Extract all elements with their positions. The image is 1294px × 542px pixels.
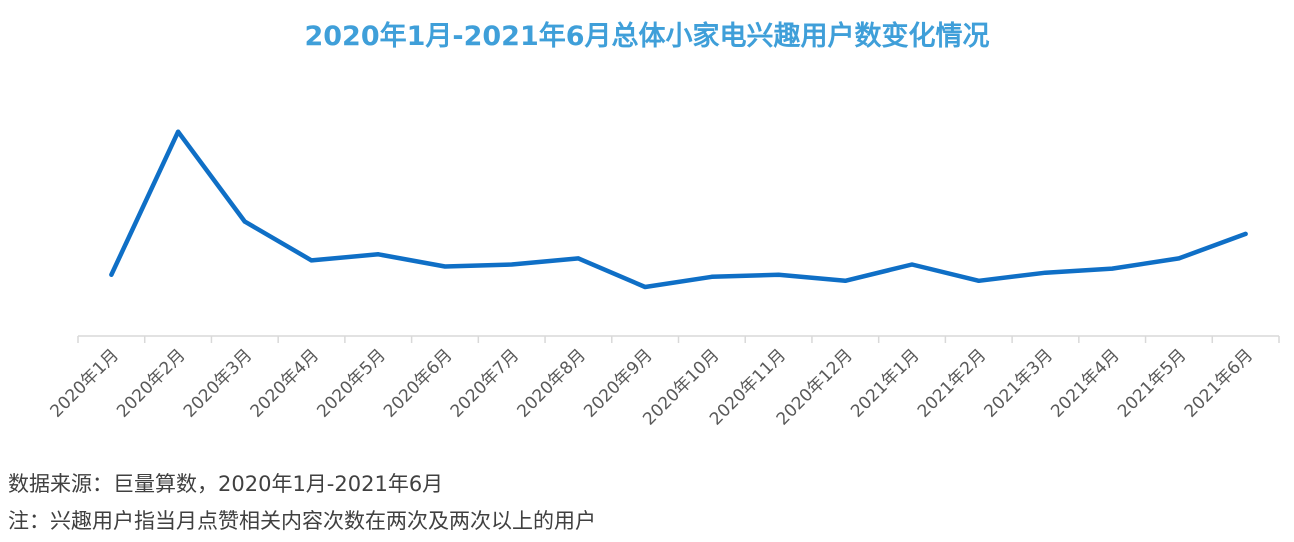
x-tick-label: 2020年2月 <box>113 345 189 421</box>
data-point <box>109 272 114 277</box>
data-source-note: 数据来源：巨量算数，2020年1月-2021年6月 <box>8 472 444 496</box>
data-point <box>309 258 314 263</box>
data-point <box>1043 270 1048 275</box>
chart-title: 2020年1月-2021年6月总体小家电兴趣用户数变化情况 <box>304 21 990 52</box>
series-line-0 <box>109 129 1248 290</box>
data-point <box>1110 266 1115 271</box>
x-axis <box>77 335 1280 343</box>
x-tick-label: 2020年6月 <box>380 345 456 421</box>
data-point <box>509 262 514 267</box>
x-tick-labels: 2020年1月2020年2月2020年3月2020年4月2020年5月2020年… <box>46 345 1257 429</box>
x-tick-label: 2020年4月 <box>247 345 323 421</box>
data-point <box>643 284 648 289</box>
data-point <box>976 278 981 283</box>
data-point <box>1176 256 1181 261</box>
data-point <box>910 262 915 267</box>
data-point <box>242 219 247 224</box>
data-point <box>1243 231 1248 236</box>
x-tick-label: 2021年5月 <box>1114 345 1190 421</box>
x-tick-label: 2020年5月 <box>313 345 389 421</box>
line-chart: 2020年1月2020年2月2020年3月2020年4月2020年5月2020年… <box>46 129 1280 429</box>
x-tick-label: 2021年6月 <box>1181 345 1257 421</box>
data-point <box>843 278 848 283</box>
data-point <box>376 252 381 257</box>
data-point <box>176 129 181 134</box>
data-point <box>776 272 781 277</box>
definition-note: 注：兴趣用户指当月点赞相关内容次数在两次及两次以上的用户 <box>8 509 596 533</box>
data-point <box>709 274 714 279</box>
x-tick-label: 2020年8月 <box>514 345 590 421</box>
data-point <box>576 256 581 261</box>
x-tick-label: 2021年1月 <box>847 345 923 421</box>
x-tick-label: 2020年3月 <box>180 345 256 421</box>
x-tick-label: 2020年1月 <box>46 345 122 421</box>
data-point <box>442 264 447 269</box>
series-layer <box>109 129 1248 290</box>
x-tick-label: 2021年2月 <box>914 345 990 421</box>
x-tick-label: 2021年4月 <box>1047 345 1123 421</box>
x-tick-label: 2020年7月 <box>447 345 523 421</box>
x-tick-label: 2021年3月 <box>981 345 1057 421</box>
